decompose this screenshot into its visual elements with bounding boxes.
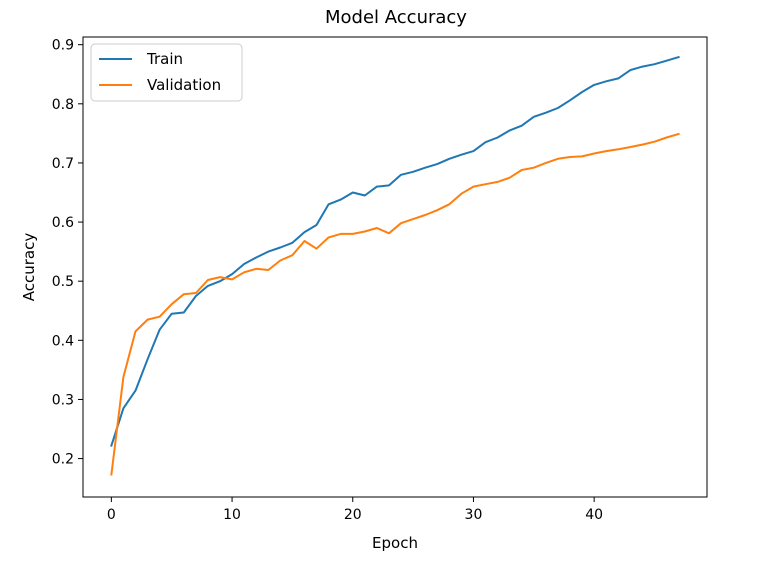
x-tick-label: 0 bbox=[107, 507, 116, 523]
plot-frame bbox=[82, 36, 708, 498]
plot-area: 0 10 20 30 40 0.2 0.3 0.4 0.5 0.6 0.7 0.8 0.9 bbox=[52, 36, 708, 523]
y-tick-label: 0.4 bbox=[52, 333, 74, 349]
series-line-validation bbox=[110, 132, 680, 476]
legend-label-validation: Validation bbox=[147, 76, 221, 94]
series-line-train bbox=[110, 55, 680, 447]
y-axis: 0.2 0.3 0.4 0.5 0.6 0.7 0.8 0.9 bbox=[52, 38, 83, 468]
y-axis-label: Accuracy bbox=[20, 233, 38, 302]
y-tick-label: 0.8 bbox=[52, 97, 74, 113]
legend-label-train: Train bbox=[146, 50, 183, 68]
x-axis-label: Epoch bbox=[372, 534, 418, 552]
y-tick-label: 0.2 bbox=[52, 452, 74, 468]
x-tick-label: 40 bbox=[585, 507, 603, 523]
y-tick-label: 0.7 bbox=[52, 156, 74, 172]
series-layer bbox=[110, 55, 680, 476]
y-tick-label: 0.9 bbox=[52, 38, 74, 54]
y-tick-label: 0.3 bbox=[52, 392, 74, 408]
x-tick-label: 30 bbox=[465, 507, 483, 523]
x-tick-label: 10 bbox=[223, 507, 241, 523]
legend: Train Validation bbox=[90, 43, 243, 102]
y-tick-label: 0.6 bbox=[52, 215, 74, 231]
y-tick-label: 0.5 bbox=[52, 274, 74, 290]
x-axis: 0 10 20 30 40 bbox=[107, 497, 603, 523]
x-tick-label: 20 bbox=[344, 507, 362, 523]
chart-title: Model Accuracy bbox=[325, 7, 467, 28]
